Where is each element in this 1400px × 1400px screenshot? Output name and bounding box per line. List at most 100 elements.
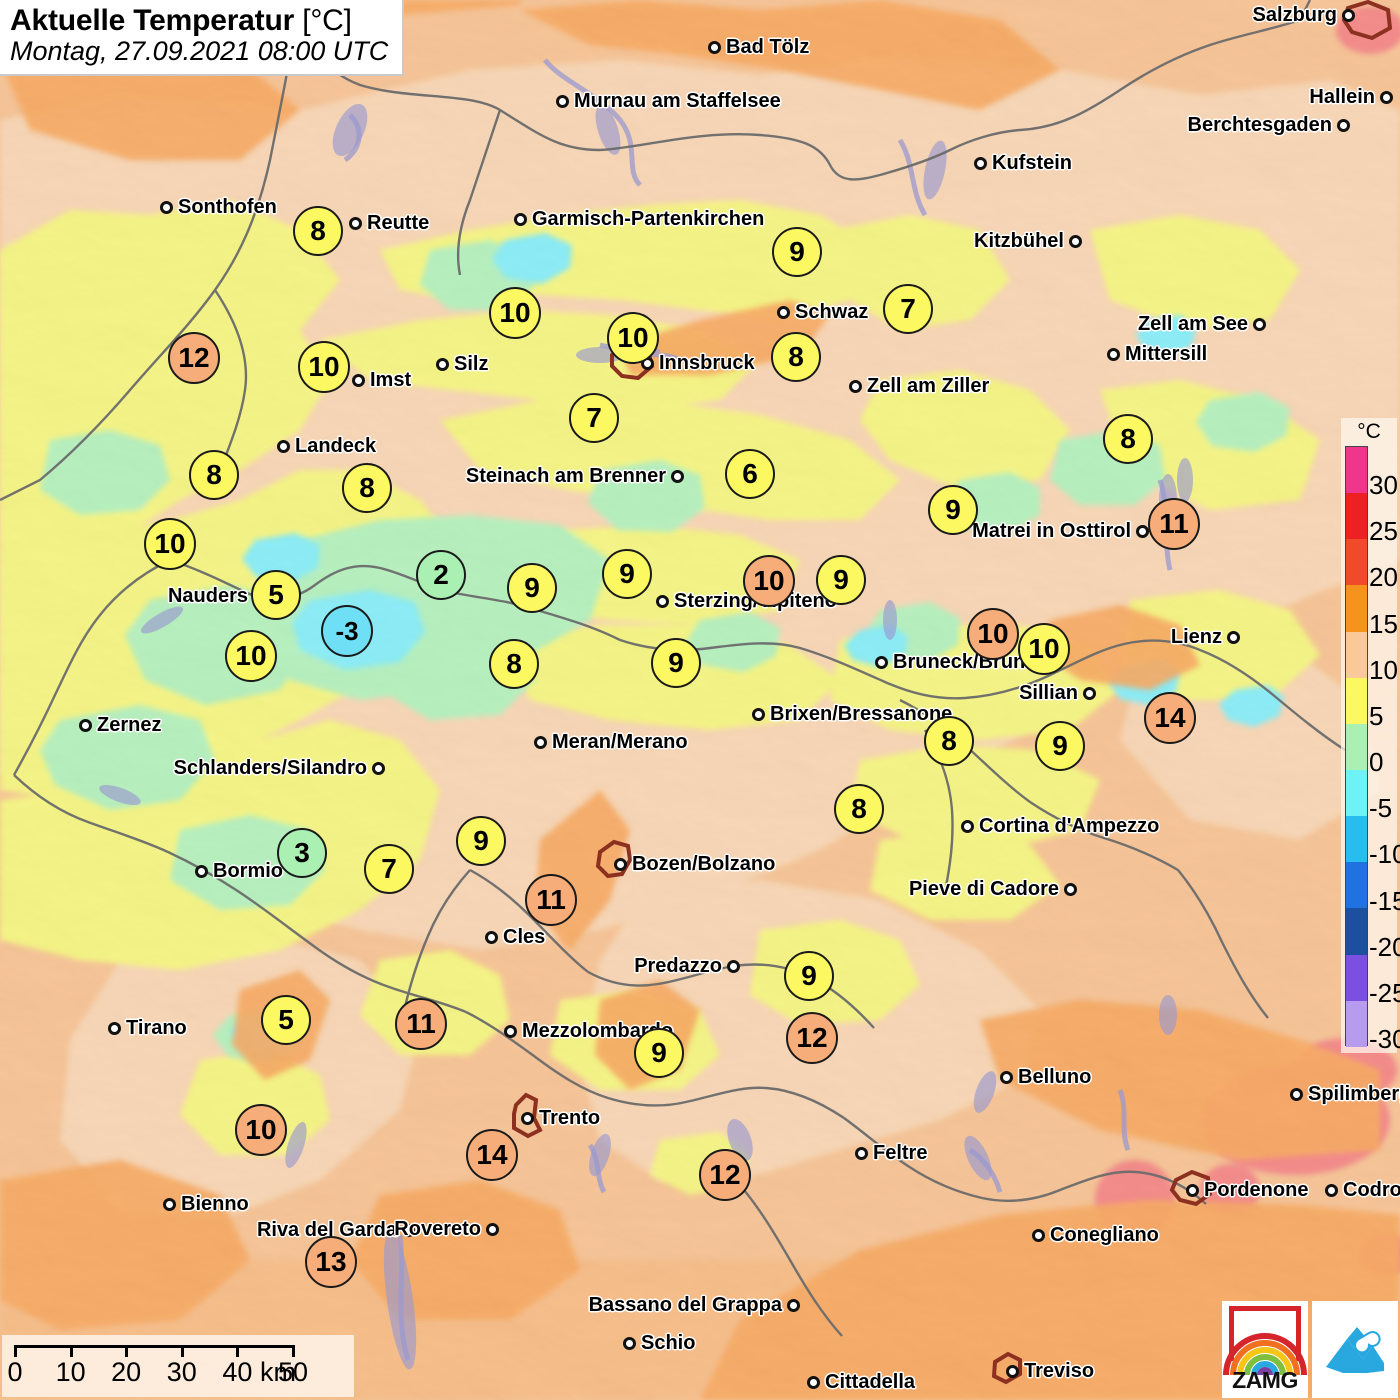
station-temperature-marker: 5 <box>261 995 311 1045</box>
page-title: Aktuelle Temperatur [°C] <box>10 4 388 38</box>
legend-tick: -15 <box>1369 885 1400 916</box>
scale-tick-label: 40 <box>222 1357 253 1387</box>
station-temperature-marker: 11 <box>525 874 577 926</box>
city-marker: Predazzo <box>634 955 740 978</box>
station-temperature-marker: 8 <box>924 716 974 766</box>
city-dot-icon <box>1107 348 1120 361</box>
station-temperature-marker: -3 <box>321 605 373 657</box>
city-dot-icon <box>1000 1071 1013 1084</box>
city-dot-icon <box>163 1198 176 1211</box>
city-label: Garmisch-Partenkirchen <box>532 208 765 230</box>
city-dot-icon <box>656 595 669 608</box>
city-label: Murnau am Staffelsee <box>574 90 781 112</box>
city-dot-icon <box>752 708 765 721</box>
legend-color-cell <box>1346 493 1367 540</box>
city-marker: Matrei in Osttirol <box>972 520 1149 543</box>
station-temperature-marker: 9 <box>651 638 701 688</box>
city-marker: Mittersill <box>1107 343 1207 366</box>
legend-tick: 30 <box>1369 470 1398 501</box>
city-label: Salzburg <box>1252 4 1337 26</box>
city-label: Riva del Garda <box>256 1219 397 1241</box>
city-dot-icon <box>1290 1088 1303 1101</box>
legend-tick: 25 <box>1369 516 1398 547</box>
city-dot-icon <box>961 820 974 833</box>
city-dot-icon <box>402 1224 415 1237</box>
station-temperature-marker: 9 <box>634 1028 684 1078</box>
city-label: Pieve di Cadore <box>908 878 1059 900</box>
city-marker: Garmisch-Partenkirchen <box>514 208 764 231</box>
city-dot-icon <box>195 865 208 878</box>
city-marker: Sillian <box>1019 682 1096 705</box>
legend-color-cell <box>1346 631 1367 678</box>
city-marker: Codroipo <box>1325 1179 1400 1202</box>
station-temperature-marker: 10 <box>235 1104 287 1156</box>
legend-tick: -30 <box>1369 1024 1400 1054</box>
city-dot-icon <box>1186 1184 1199 1197</box>
scale-bar-rule <box>14 1345 292 1356</box>
legend-color-cell <box>1346 677 1367 724</box>
city-marker: Schlanders/Silandro <box>174 757 385 780</box>
city-marker: Mezzolombardo <box>504 1020 673 1043</box>
city-label: Reutte <box>367 212 430 234</box>
geosphere-mountain-icon <box>1326 1327 1384 1373</box>
city-marker: Murnau am Staffelsee <box>556 90 781 113</box>
legend-tick: 15 <box>1369 608 1398 639</box>
station-temperature-marker: 10 <box>225 630 277 682</box>
city-dot-icon <box>1136 525 1149 538</box>
city-marker: Berchtesgaden <box>1187 114 1350 137</box>
city-dot-icon <box>436 358 449 371</box>
city-label: Schwaz <box>795 301 869 323</box>
city-marker: Bienno <box>163 1193 249 1216</box>
scale-tick-mark <box>236 1345 240 1357</box>
station-temperature-marker: 10 <box>743 555 795 607</box>
city-label: Imst <box>370 369 412 391</box>
station-temperature-marker: 12 <box>168 332 220 384</box>
city-label: Bad Tölz <box>726 36 810 58</box>
logo-group: ZAMG <box>1222 1301 1398 1398</box>
city-marker: Bad Tölz <box>708 36 809 59</box>
city-marker: Zell am See <box>1138 313 1266 336</box>
title-box: Aktuelle Temperatur [°C] Montag, 27.09.2… <box>0 0 405 76</box>
city-dot-icon <box>79 719 92 732</box>
city-label: Innsbruck <box>659 352 755 374</box>
city-label: Tirano <box>126 1017 187 1039</box>
city-label: Cittadella <box>825 1371 916 1393</box>
city-marker: Cles <box>485 926 545 949</box>
city-label: Bormio <box>213 860 283 882</box>
city-dot-icon <box>1253 318 1266 331</box>
city-marker: Imst <box>352 369 411 392</box>
city-marker: Silz <box>436 353 488 376</box>
city-label: Treviso <box>1024 1360 1095 1382</box>
station-temperature-marker: 10 <box>489 287 541 339</box>
station-temperature-marker: 10 <box>607 312 659 364</box>
city-label: Nauders <box>167 585 248 607</box>
city-dot-icon <box>1337 119 1350 132</box>
city-dot-icon <box>849 380 862 393</box>
city-dot-icon <box>807 1376 820 1389</box>
legend-color-cell <box>1346 769 1367 817</box>
city-marker: Hallein <box>1309 86 1393 109</box>
station-temperature-marker: 11 <box>1148 498 1200 550</box>
legend-color-strip <box>1345 446 1368 1047</box>
city-dot-icon <box>108 1022 121 1035</box>
station-temperature-marker: 14 <box>466 1129 518 1181</box>
city-marker: Schio <box>623 1332 695 1355</box>
title-unit: [°C] <box>302 4 352 37</box>
station-temperature-marker: 7 <box>883 284 933 334</box>
city-label: Berchtesgaden <box>1187 114 1333 136</box>
city-dot-icon <box>486 1223 499 1236</box>
legend-color-cell <box>1346 816 1367 863</box>
station-temperature-marker: 10 <box>1018 623 1070 675</box>
city-marker: Feltre <box>855 1142 927 1165</box>
city-dot-icon <box>623 1337 636 1350</box>
station-temperature-marker: 8 <box>293 206 343 256</box>
city-label: Cles <box>503 926 546 948</box>
city-dot-icon <box>1083 687 1096 700</box>
city-dot-icon <box>1325 1184 1338 1197</box>
city-marker: Kufstein <box>974 152 1072 175</box>
city-marker: Lienz <box>1171 626 1240 649</box>
station-temperature-marker: 9 <box>507 563 557 613</box>
city-dot-icon <box>855 1147 868 1160</box>
city-dot-icon <box>1006 1365 1019 1378</box>
